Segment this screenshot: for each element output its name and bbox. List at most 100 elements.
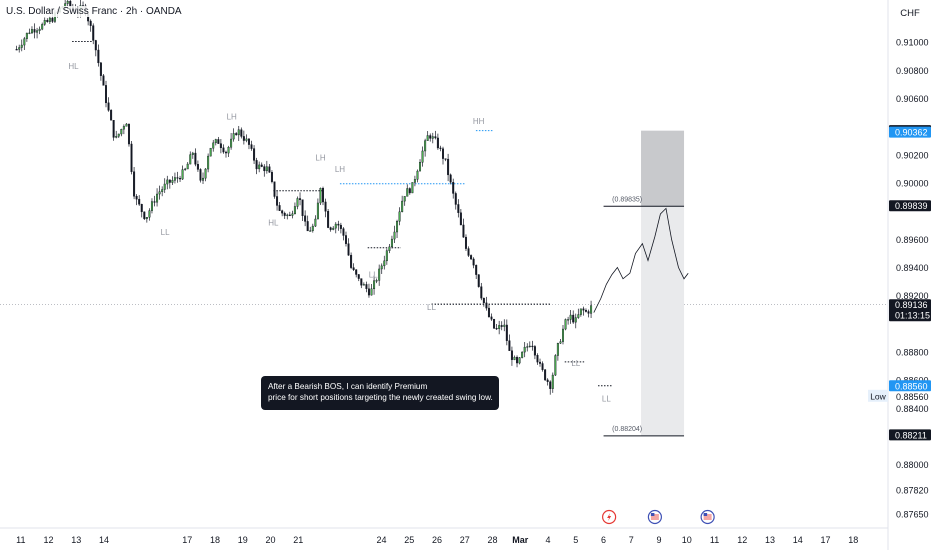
x-tick-label-21: 11 xyxy=(710,535,719,545)
candle-body-60 xyxy=(168,179,171,183)
candle-body-199 xyxy=(523,346,526,353)
candle-body-81 xyxy=(222,147,225,153)
candle-body-121 xyxy=(324,201,327,212)
candle-body-88 xyxy=(240,129,243,137)
x-tick-label-17: 6 xyxy=(601,535,606,545)
x-tick-label-1: 12 xyxy=(44,535,54,545)
candle-body-102 xyxy=(276,196,279,206)
candle-body-174 xyxy=(459,212,462,226)
candle-body-32 xyxy=(97,49,100,64)
candle-body-63 xyxy=(176,177,179,179)
y-tick-label-2: 0.90600 xyxy=(896,94,929,104)
candle-body-152 xyxy=(403,196,406,202)
candle-body-86 xyxy=(235,133,238,136)
candle-body-119 xyxy=(319,188,322,204)
x-tick-label-24: 14 xyxy=(793,535,803,545)
candle-body-148 xyxy=(393,231,396,240)
x-tick-label-14: Mar xyxy=(512,535,529,545)
candle-body-136 xyxy=(362,284,365,286)
candle-body-55 xyxy=(156,193,159,203)
swing-label-10: LL xyxy=(602,394,611,403)
candle-body-150 xyxy=(398,211,401,222)
candle-body-134 xyxy=(357,274,360,279)
x-tick-label-8: 21 xyxy=(293,535,303,545)
currency-label: CHF xyxy=(900,8,920,19)
candle-body-186 xyxy=(490,316,493,320)
candle-body-66 xyxy=(184,168,187,170)
candle-body-58 xyxy=(163,183,166,190)
x-tick-label-10: 25 xyxy=(404,535,414,545)
y-tick-label-7: 0.89200 xyxy=(896,291,929,301)
candle-body-97 xyxy=(263,166,266,172)
candle-body-38 xyxy=(112,120,115,138)
candle-body-133 xyxy=(355,269,358,275)
candle-body-65 xyxy=(181,169,184,180)
candle-body-107 xyxy=(288,214,291,216)
candle-body-104 xyxy=(281,210,284,214)
candle-body-72 xyxy=(199,169,202,181)
candle-body-162 xyxy=(429,135,432,139)
price-badge-text-2: 0.89839 xyxy=(895,201,928,211)
candle-body-7 xyxy=(33,29,36,33)
candle-body-187 xyxy=(493,319,496,329)
candle-body-11 xyxy=(43,20,46,25)
candle-body-182 xyxy=(480,286,483,299)
candle-body-218 xyxy=(572,314,575,323)
x-tick-label-19: 9 xyxy=(657,535,662,545)
candle-body-53 xyxy=(150,201,153,211)
candle-body-200 xyxy=(526,346,529,348)
candle-body-225 xyxy=(590,305,593,314)
candle-body-34 xyxy=(102,75,105,86)
candle-body-171 xyxy=(452,181,455,194)
lightning-glyph xyxy=(607,513,612,521)
candle-body-124 xyxy=(332,227,335,230)
candle-body-0 xyxy=(15,49,18,51)
candle-body-95 xyxy=(258,164,261,170)
x-tick-label-18: 7 xyxy=(629,535,634,545)
candle-body-131 xyxy=(350,254,353,268)
x-tick-label-5: 18 xyxy=(210,535,220,545)
candle-body-155 xyxy=(411,182,414,194)
candle-body-123 xyxy=(329,227,332,230)
candle-body-175 xyxy=(462,224,465,238)
annotation-box[interactable]: After a Bearish BOS, I can identify Prem… xyxy=(261,376,499,410)
x-tick-label-11: 26 xyxy=(432,535,442,545)
candle-body-202 xyxy=(531,345,534,348)
candle-body-144 xyxy=(383,260,386,267)
candle-body-151 xyxy=(401,200,404,213)
x-tick-label-20: 10 xyxy=(682,535,692,545)
candle-body-208 xyxy=(546,379,549,382)
candle-body-180 xyxy=(475,264,478,275)
candle-body-204 xyxy=(536,355,539,363)
candle-body-62 xyxy=(173,177,176,181)
price-badge-5 xyxy=(889,429,931,441)
swing-label-3: LL xyxy=(161,228,170,237)
price-badge-3 xyxy=(889,299,931,322)
candle-body-146 xyxy=(388,246,391,251)
chart-title: U.S. Dollar / Swiss Franc · 2h · OANDA xyxy=(4,6,184,17)
annotation-line-2: price for short positions targeting the … xyxy=(268,393,493,402)
candle-body-184 xyxy=(485,302,488,309)
candle-body-120 xyxy=(322,188,325,203)
candle-body-106 xyxy=(286,214,289,216)
candle-body-169 xyxy=(447,158,450,176)
x-tick-label-16: 5 xyxy=(573,535,578,545)
y-tick-label-12: 0.87820 xyxy=(896,485,929,495)
candle-body-31 xyxy=(94,40,97,51)
candle-body-33 xyxy=(99,62,102,76)
candle-body-54 xyxy=(153,201,156,203)
candle-body-73 xyxy=(202,177,205,181)
y-tick-label-1: 0.90800 xyxy=(896,66,929,76)
swing-label-0: HL xyxy=(68,62,79,71)
candle-body-210 xyxy=(551,374,554,389)
candle-body-125 xyxy=(334,223,337,229)
x-tick-label-2: 13 xyxy=(71,535,81,545)
candle-body-2 xyxy=(20,44,23,48)
candle-body-164 xyxy=(434,136,437,139)
candle-body-211 xyxy=(554,355,557,376)
candle-body-166 xyxy=(439,147,442,149)
price-axis-panel xyxy=(888,0,932,550)
candle-body-1 xyxy=(18,47,21,50)
